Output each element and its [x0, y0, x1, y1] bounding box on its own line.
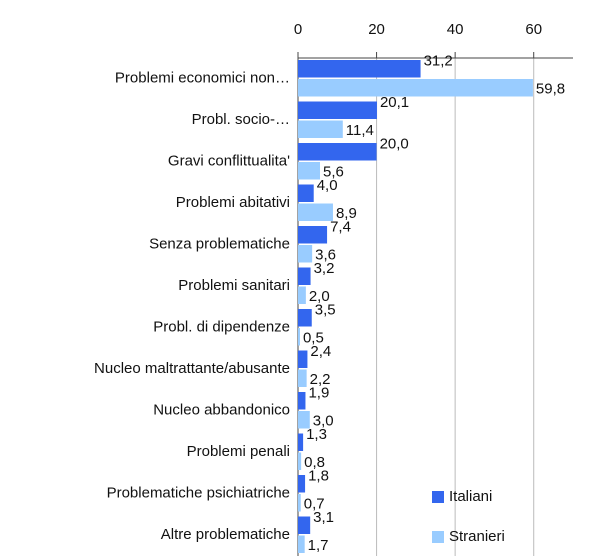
x-tick-label: 40	[447, 21, 464, 38]
bar	[298, 475, 306, 493]
y-tick-label: Nucleo abbandonico	[153, 402, 290, 419]
value-label: 8,9	[336, 205, 357, 222]
value-label: 1,7	[308, 537, 329, 554]
value-label: 3,2	[314, 260, 335, 277]
y-tick-label: Senza problematiche	[149, 236, 290, 253]
bar	[298, 60, 421, 78]
y-tick-label: Gravi conflittualita'	[168, 153, 290, 170]
y-tick-label: Problemi abitativi	[176, 194, 290, 211]
y-tick-label: Altre problematiche	[161, 526, 290, 543]
value-label: 20,1	[380, 94, 409, 111]
y-tick-label: Problematiche psichiatriche	[107, 485, 290, 502]
value-label: 59,8	[536, 81, 565, 98]
y-tick-label: Probl. di dipendenze	[153, 319, 290, 336]
bar	[298, 328, 300, 346]
legend-label: Italiani	[449, 488, 492, 505]
bar	[298, 392, 306, 410]
value-label: 0,8	[304, 454, 325, 471]
bar	[298, 494, 301, 512]
bar	[298, 309, 312, 327]
bar	[298, 369, 307, 387]
y-tick-label: Problemi penali	[187, 443, 290, 460]
bar	[298, 452, 302, 470]
value-label: 5,6	[323, 164, 344, 181]
value-label: 3,5	[315, 302, 336, 319]
y-tick-label: Probl. socio-…	[192, 111, 290, 128]
value-label: 20,0	[380, 136, 409, 153]
bar	[298, 226, 328, 244]
x-tick-label: 0	[294, 21, 302, 38]
bar	[298, 184, 314, 202]
value-label: 2,0	[309, 288, 330, 305]
bar	[298, 535, 305, 553]
y-tick-label: Problemi sanitari	[178, 277, 290, 294]
x-tick-label: 60	[525, 21, 542, 38]
value-label: 3,0	[313, 413, 334, 430]
value-label: 1,3	[306, 426, 327, 443]
value-label: 31,2	[424, 53, 453, 70]
legend-swatch	[432, 491, 444, 503]
bar	[298, 245, 313, 263]
y-tick-label: Problemi economici non…	[115, 70, 290, 87]
bar	[298, 79, 533, 97]
value-label: 4,0	[317, 177, 338, 194]
value-label: 0,5	[303, 330, 324, 347]
bar	[298, 203, 333, 221]
value-label: 0,7	[304, 496, 325, 513]
value-label: 3,1	[313, 509, 334, 526]
bar	[298, 411, 310, 429]
value-label: 2,2	[310, 371, 331, 388]
value-label: 3,6	[315, 247, 336, 264]
bar	[298, 101, 377, 119]
bar	[298, 162, 320, 180]
bar	[298, 433, 304, 451]
value-label: 11,4	[346, 122, 374, 139]
bar	[298, 350, 308, 368]
bar	[298, 516, 311, 534]
bar	[298, 286, 306, 304]
y-tick-label: Nucleo maltrattante/abusante	[94, 360, 290, 377]
x-tick-label: 20	[368, 21, 385, 38]
bar	[298, 267, 311, 285]
bar	[298, 143, 377, 161]
bar	[298, 120, 343, 138]
value-label: 2,4	[310, 343, 331, 360]
value-label: 1,8	[308, 468, 329, 485]
value-label: 7,4	[330, 219, 351, 236]
legend-label: Stranieri	[449, 528, 505, 545]
value-label: 1,9	[308, 385, 329, 402]
legend-swatch	[432, 531, 444, 543]
